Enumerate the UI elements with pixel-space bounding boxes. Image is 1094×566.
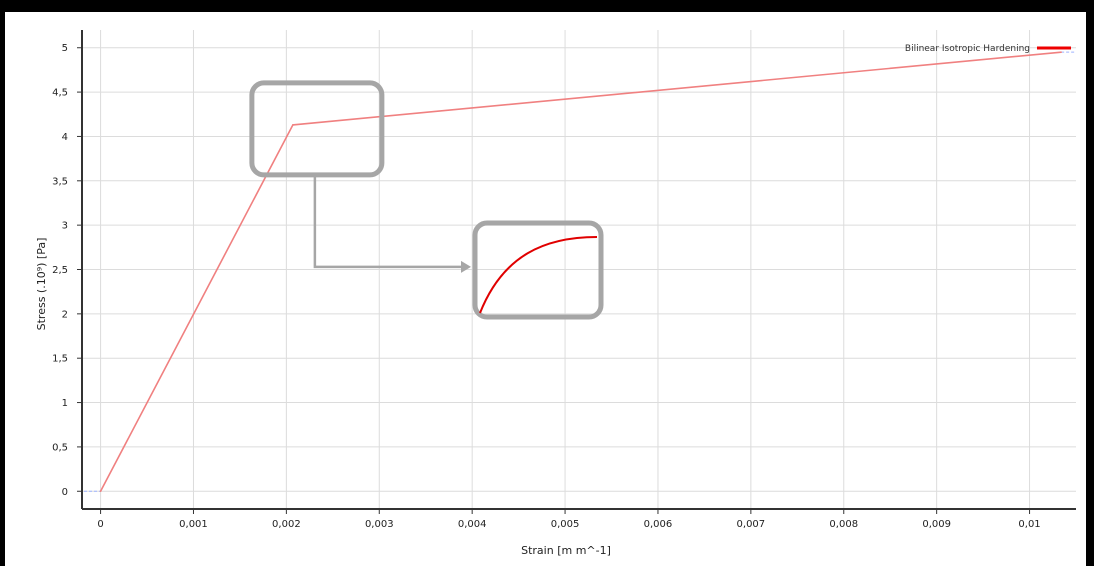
legend-label: Bilinear Isotropic Hardening (905, 44, 1030, 54)
callout-box-inset (472, 220, 604, 320)
x-tick-label: 0,004 (458, 519, 487, 530)
x-tick-label: 0,009 (922, 519, 951, 530)
y-tick-label: 2,5 (52, 265, 68, 276)
callout-box-kink (249, 80, 385, 178)
y-axis-title: Stress (.10⁹) [Pa] (35, 238, 48, 331)
y-tick-label: 3 (62, 221, 68, 232)
x-tick-label: 0,001 (179, 519, 208, 530)
x-tick-label: 0,008 (829, 519, 858, 530)
y-tick-label: 2 (62, 309, 68, 320)
series-line (99, 51, 1062, 492)
x-tick-label: 0,01 (1018, 519, 1040, 530)
x-tick-label: 0,006 (644, 519, 673, 530)
callout-annotation (249, 80, 604, 320)
legend: Bilinear Isotropic Hardening (905, 44, 1071, 54)
x-axis-title: Strain [m m^-1] (521, 544, 611, 557)
x-axis-ticks: 0 0,001 0,002 0,003 0,004 0,005 0,006 0,007 0,00… (97, 509, 1041, 530)
data-point (99, 490, 102, 493)
y-tick-label: 5 (62, 43, 68, 54)
data-point (292, 124, 294, 126)
grid (82, 30, 1076, 509)
y-tick-label: 1,5 (52, 354, 68, 365)
y-tick-label: 0 (62, 487, 68, 498)
x-tick-label: 0,002 (272, 519, 301, 530)
callout-arrowhead (461, 260, 471, 273)
y-axis-ticks: 0 0,5 1 1,5 2 2,5 3 3,5 4 4,5 5 (52, 43, 82, 498)
y-tick-label: 4 (62, 132, 68, 143)
stress-strain-chart: 0 0,001 0,002 0,003 0,004 0,005 0,006 0,007 0,00… (35, 30, 1076, 557)
x-tick-label: 0 (97, 519, 103, 530)
series-group (99, 51, 1062, 493)
data-point (1060, 51, 1062, 53)
x-tick-label: 0,005 (551, 519, 580, 530)
x-tick-label: 0,007 (737, 519, 766, 530)
inset-smooth-curve (479, 236, 598, 314)
y-tick-label: 1 (62, 398, 68, 409)
y-tick-label: 3,5 (52, 176, 68, 187)
y-tick-label: 4,5 (52, 88, 68, 99)
y-tick-label: 0,5 (52, 442, 68, 453)
callout-connector (313, 174, 463, 269)
x-tick-label: 0,003 (365, 519, 394, 530)
chart-frame: 0 0,001 0,002 0,003 0,004 0,005 0,006 0,007 0,00… (5, 12, 1086, 566)
